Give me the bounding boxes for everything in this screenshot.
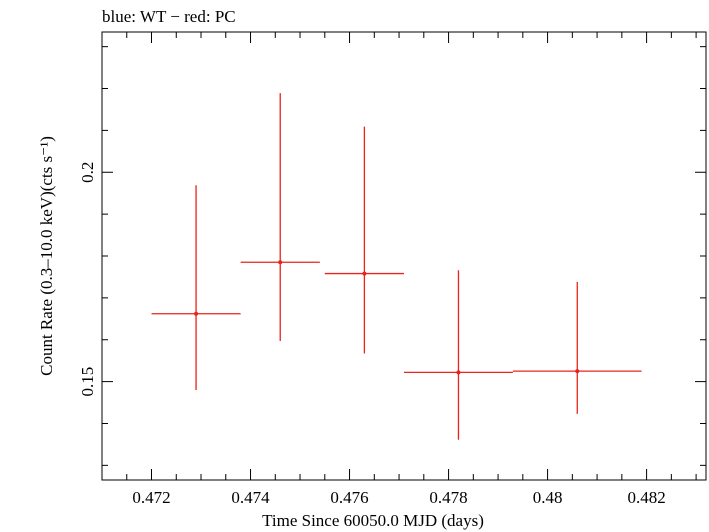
data-point: [362, 271, 367, 276]
x-tick-label: 0.474: [231, 488, 270, 507]
data-point-group: [151, 185, 241, 390]
x-axis-label: Time Since 60050.0 MJD (days): [262, 511, 484, 530]
y-tick-label: 0.15: [78, 367, 97, 397]
data-point-group: [404, 270, 513, 440]
y-axis-label: Count Rate (0.3–10.0 keV)(cts s⁻¹): [37, 136, 56, 376]
data-point: [278, 260, 283, 265]
data-point: [575, 369, 580, 374]
x-tick-label: 0.476: [330, 488, 368, 507]
data-point: [194, 311, 199, 316]
x-tick-label: 0.478: [429, 488, 467, 507]
data-marks: [151, 93, 642, 440]
y-axis-ticks: [102, 46, 706, 466]
chart-title: blue: WT − red: PC: [102, 7, 236, 26]
x-tick-label: 0.48: [533, 488, 563, 507]
y-tick-label: 0.2: [78, 162, 97, 183]
data-point: [456, 370, 461, 375]
x-tick-label: 0.472: [132, 488, 170, 507]
data-point-group: [240, 93, 320, 341]
plot-frame: [101, 31, 707, 481]
data-point-group: [324, 126, 404, 354]
x-axis-tick-labels: 0.472 0.474 0.476 0.478 0.48 0.482: [132, 488, 665, 507]
y-axis-tick-labels: 0.15 0.2: [78, 162, 97, 397]
data-point-group: [512, 281, 642, 414]
x-tick-label: 0.482: [627, 488, 665, 507]
x-axis-ticks: [101, 32, 697, 480]
